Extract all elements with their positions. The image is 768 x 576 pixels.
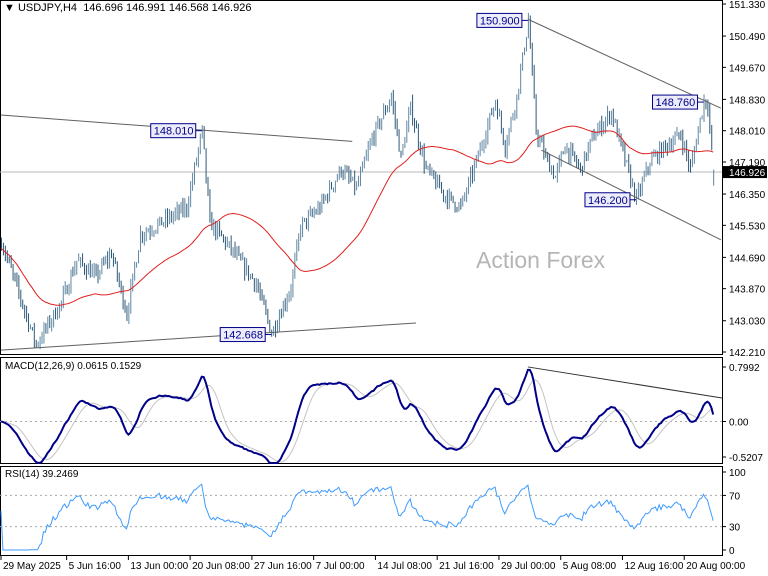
- macd-trendline: [527, 366, 723, 399]
- close-value: 146.926: [211, 2, 252, 14]
- low-value: 146.568: [168, 2, 209, 14]
- macd-panel-frame: [0, 357, 723, 464]
- price-tick-label: 142.210: [729, 348, 766, 359]
- price-tick-label: 144.690: [729, 253, 766, 264]
- macd-tick-label: 0.00: [729, 418, 749, 429]
- macd-signal-line: [0, 379, 714, 463]
- time-tick-label: 27 Jun 16:00: [254, 561, 312, 572]
- annotation-label: 150.900: [480, 15, 520, 27]
- macd-tick-label: 0.7992: [729, 363, 760, 374]
- price-panel-frame: [0, 0, 723, 355]
- time-tick-label: 13 Jun 00:00: [130, 561, 188, 572]
- rsi-panel-frame: [0, 466, 723, 556]
- symbol-label: USDJPY,H4: [17, 2, 78, 14]
- rsi-line: [0, 483, 714, 551]
- rsi-tick-label: 100: [729, 468, 746, 479]
- watermark: Action Forex: [476, 247, 606, 273]
- rsi-tick-label: 0: [729, 546, 735, 557]
- annotation-box: [219, 327, 266, 343]
- annotation-label: 148.760: [656, 97, 696, 109]
- trendline: [527, 18, 722, 109]
- panel-frames: [0, 0, 723, 556]
- time-tick-label: 12 Aug 16:00: [624, 561, 683, 572]
- time-axis: 29 May 2025 5 Jun 16:00 13 Jun 00:00 20 Jun…: [0, 556, 746, 572]
- chart-header: ▼ USDJPY,H4 146.696 146.991 146.568 146.…: [4, 2, 251, 14]
- macd-tick-label: -0.5207: [729, 453, 763, 464]
- rsi-title: RSI(14) 39.2469: [5, 469, 79, 480]
- annotation-box: [584, 192, 631, 208]
- trendline: [0, 322, 416, 351]
- time-tick-label: 21 Jul 16:00: [439, 561, 494, 572]
- moving-average-line: [0, 125, 714, 306]
- macd-title: MACD(12,26,9) 0.0615 0.1529: [5, 361, 142, 372]
- time-tick-label: 20 Jun 08:00: [192, 561, 250, 572]
- price-tick-label: 146.350: [729, 190, 766, 201]
- time-tick-label: 14 Jul 08:00: [377, 561, 432, 572]
- time-tick-label: 29 Jul 00:00: [501, 561, 556, 572]
- rsi-tick-label: 70: [729, 491, 741, 502]
- price-tick-label: 149.670: [729, 63, 766, 74]
- price-tick-label: 143.870: [729, 285, 766, 296]
- price-panel: 151.330 150.490 149.670 148.830 148.010 147.1…: [0, 0, 767, 359]
- annotation-box: [150, 123, 197, 139]
- rsi-tick-label: 30: [729, 523, 741, 534]
- price-tick-label: 147.190: [729, 158, 766, 169]
- annotation-box: [652, 94, 699, 110]
- open-value: 146.696: [83, 2, 123, 14]
- macd-panel: 0.7992 0.00 -0.5207: [0, 363, 763, 464]
- high-value: 146.991: [126, 2, 166, 14]
- annotation-box: [476, 12, 523, 28]
- current-price-tag-label: 146.926: [729, 168, 766, 179]
- annotation-label: 142.668: [223, 330, 263, 342]
- time-tick-label: 5 Aug 08:00: [563, 561, 617, 572]
- time-tick-label: 5 Jun 16:00: [69, 561, 122, 572]
- time-tick-label: 7 Jul 00:00: [316, 561, 365, 572]
- price-tick-label: 150.490: [729, 32, 766, 43]
- price-tick-label: 148.010: [729, 127, 766, 138]
- time-tick-label: 20 Aug 00:00: [686, 561, 745, 572]
- time-tick-label: 29 May 2025: [3, 561, 61, 572]
- trendline: [541, 149, 722, 241]
- price-tick-label: 145.530: [729, 221, 766, 232]
- price-tick-label: 148.830: [729, 95, 766, 106]
- price-tick-label: 151.330: [729, 0, 766, 11]
- rsi-panel: 100 70 30 0: [0, 468, 746, 557]
- macd-line: [0, 368, 715, 464]
- collapse-triangle-icon[interactable]: ▼: [4, 2, 15, 14]
- annotation-label: 148.010: [154, 126, 194, 138]
- current-price-tag: [723, 166, 767, 179]
- price-tick-label: 143.030: [729, 317, 766, 328]
- annotation-label: 146.200: [588, 195, 628, 207]
